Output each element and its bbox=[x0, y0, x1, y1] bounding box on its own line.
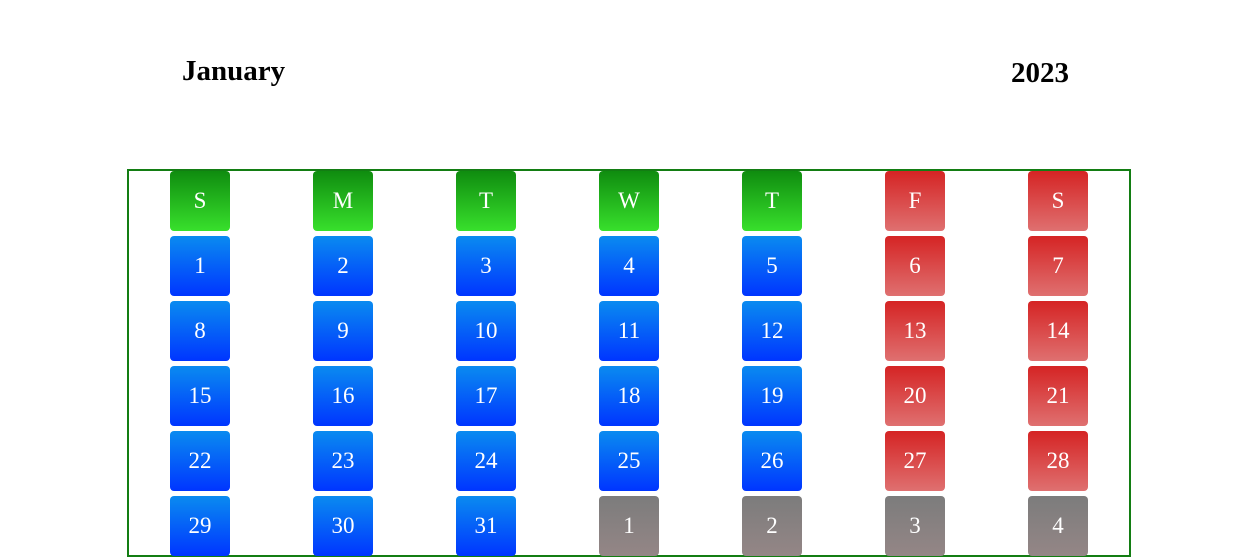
other-month-day-cell[interactable]: 3 bbox=[885, 496, 945, 556]
day-cell[interactable]: 10 bbox=[456, 301, 516, 361]
weekday-header: F bbox=[885, 171, 945, 231]
other-month-day-cell[interactable]: 2 bbox=[742, 496, 802, 556]
day-cell[interactable]: 13 bbox=[885, 301, 945, 361]
day-cell[interactable]: 3 bbox=[456, 236, 516, 296]
day-cell[interactable]: 4 bbox=[599, 236, 659, 296]
day-cell[interactable]: 18 bbox=[599, 366, 659, 426]
day-cell[interactable]: 21 bbox=[1028, 366, 1088, 426]
calendar-grid-frame: S M T W T F S 1 2 3 4 5 6 7 8 9 10 11 12 13 14 15 16 17 18 19 20 21… bbox=[127, 169, 1131, 557]
weekday-header: W bbox=[599, 171, 659, 231]
day-cell[interactable]: 26 bbox=[742, 431, 802, 491]
day-cell[interactable]: 19 bbox=[742, 366, 802, 426]
day-cell[interactable]: 15 bbox=[170, 366, 230, 426]
weekday-header: T bbox=[456, 171, 516, 231]
day-cell[interactable]: 20 bbox=[885, 366, 945, 426]
year-title: 2023 bbox=[1011, 57, 1069, 89]
day-cell[interactable]: 2 bbox=[313, 236, 373, 296]
calendar-grid: S M T W T F S 1 2 3 4 5 6 7 8 9 10 11 12 13 14 15 16 17 18 19 20 21… bbox=[170, 171, 1088, 556]
month-title: January bbox=[182, 55, 286, 87]
day-cell[interactable]: 22 bbox=[170, 431, 230, 491]
day-cell[interactable]: 29 bbox=[170, 496, 230, 556]
day-cell[interactable]: 27 bbox=[885, 431, 945, 491]
day-cell[interactable]: 25 bbox=[599, 431, 659, 491]
day-cell[interactable]: 23 bbox=[313, 431, 373, 491]
other-month-day-cell[interactable]: 1 bbox=[599, 496, 659, 556]
other-month-day-cell[interactable]: 4 bbox=[1028, 496, 1088, 556]
day-cell[interactable]: 24 bbox=[456, 431, 516, 491]
day-cell[interactable]: 9 bbox=[313, 301, 373, 361]
day-cell[interactable]: 31 bbox=[456, 496, 516, 556]
day-cell[interactable]: 1 bbox=[170, 236, 230, 296]
day-cell[interactable]: 17 bbox=[456, 366, 516, 426]
day-cell[interactable]: 5 bbox=[742, 236, 802, 296]
weekday-header: S bbox=[170, 171, 230, 231]
day-cell[interactable]: 6 bbox=[885, 236, 945, 296]
day-cell[interactable]: 28 bbox=[1028, 431, 1088, 491]
day-cell[interactable]: 7 bbox=[1028, 236, 1088, 296]
weekday-header: T bbox=[742, 171, 802, 231]
weekday-header: S bbox=[1028, 171, 1088, 231]
day-cell[interactable]: 30 bbox=[313, 496, 373, 556]
weekday-header: M bbox=[313, 171, 373, 231]
day-cell[interactable]: 12 bbox=[742, 301, 802, 361]
day-cell[interactable]: 8 bbox=[170, 301, 230, 361]
day-cell[interactable]: 14 bbox=[1028, 301, 1088, 361]
day-cell[interactable]: 11 bbox=[599, 301, 659, 361]
day-cell[interactable]: 16 bbox=[313, 366, 373, 426]
